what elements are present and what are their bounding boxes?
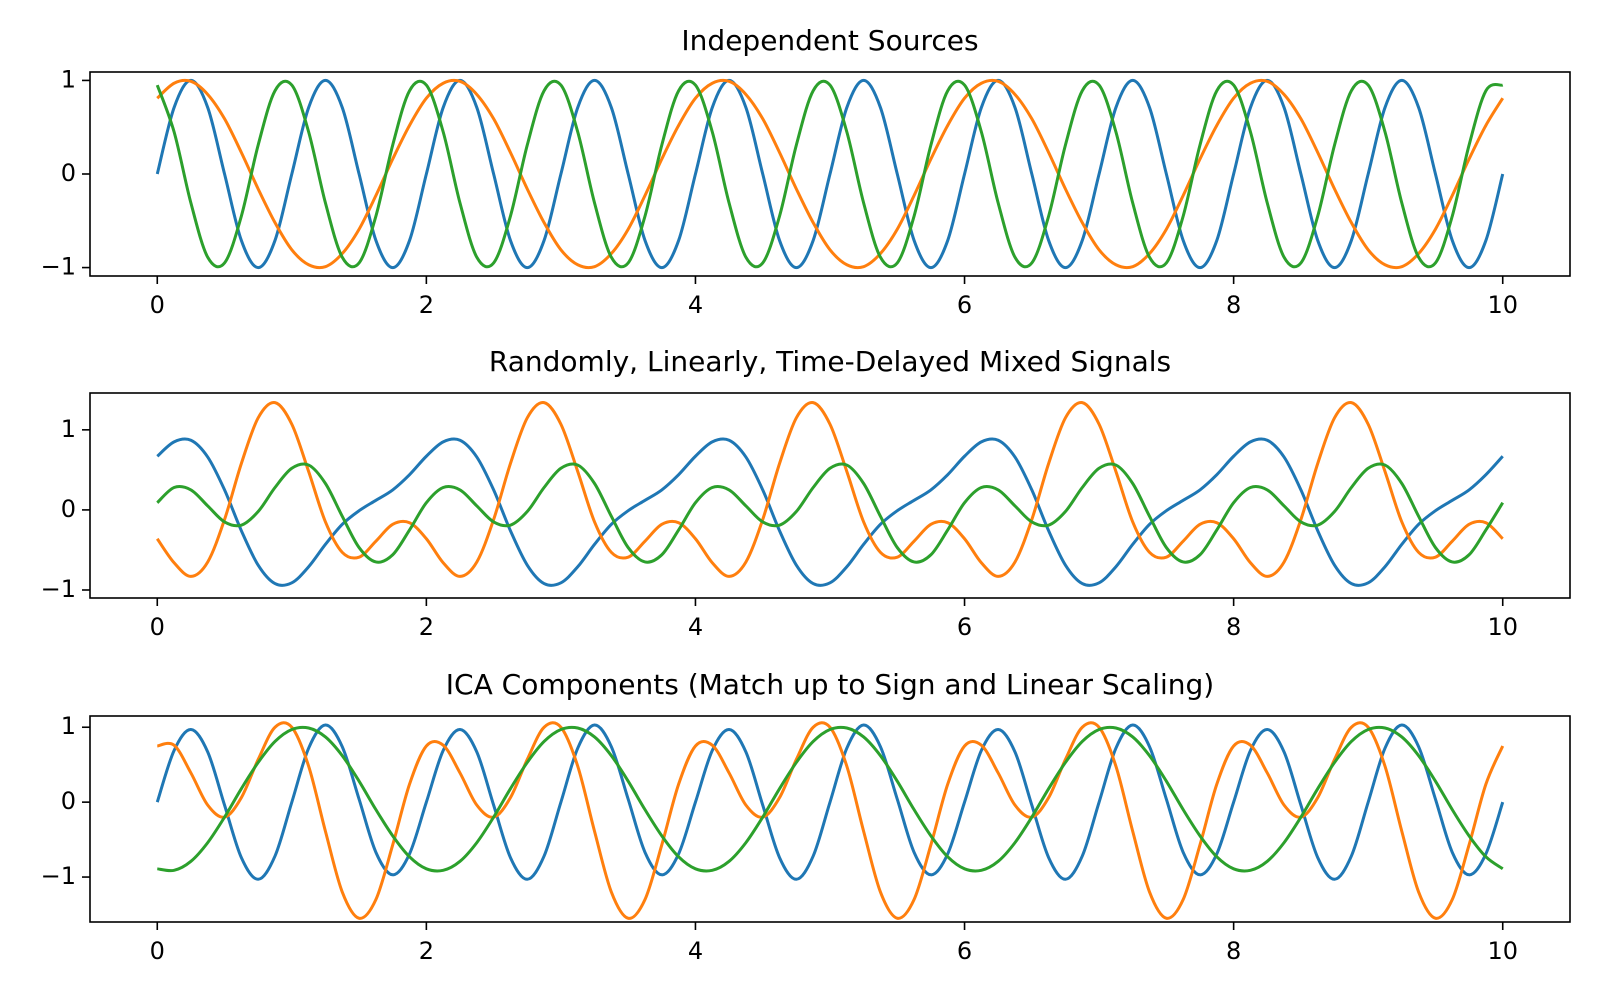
series-line	[155, 723, 1505, 881]
x-tick-label: 0	[150, 291, 165, 319]
series-line	[156, 721, 1505, 920]
x-tick-label: 10	[1487, 291, 1518, 319]
x-tick-label: 2	[419, 291, 434, 319]
series-line	[155, 79, 1504, 269]
x-tick-label: 8	[1226, 613, 1241, 641]
x-tick-label: 4	[688, 937, 703, 965]
x-tick-label: 10	[1487, 937, 1518, 965]
y-tick-label: −1	[41, 253, 76, 281]
subplot-title: Independent Sources	[681, 24, 978, 57]
series-line	[157, 725, 1504, 873]
x-tick-label: 6	[957, 937, 972, 965]
x-tick-label: 10	[1487, 613, 1518, 641]
series-line	[156, 78, 1505, 270]
series-line	[156, 401, 1504, 578]
series-line	[155, 78, 1505, 270]
subplot-title: ICA Components (Match up to Sign and Lin…	[446, 668, 1214, 701]
y-tick-label: 1	[61, 712, 76, 740]
subplot-title: Randomly, Linearly, Time-Delayed Mixed S…	[489, 345, 1171, 378]
x-tick-label: 6	[957, 613, 972, 641]
y-tick-label: 1	[61, 65, 76, 93]
y-tick-label: 0	[61, 495, 76, 523]
y-tick-label: 0	[61, 787, 76, 815]
y-tick-label: 0	[61, 159, 76, 187]
x-tick-label: 2	[419, 613, 434, 641]
series-line	[156, 437, 1504, 587]
x-tick-label: 0	[150, 613, 165, 641]
y-tick-label: −1	[41, 575, 76, 603]
axes-frame	[89, 715, 1571, 923]
x-tick-label: 8	[1226, 291, 1241, 319]
y-tick-label: 1	[61, 415, 76, 443]
x-tick-label: 6	[957, 291, 972, 319]
series-line	[156, 462, 1505, 564]
y-tick-label: −1	[41, 862, 76, 890]
x-tick-label: 4	[688, 613, 703, 641]
x-tick-label: 2	[419, 937, 434, 965]
x-tick-label: 4	[688, 291, 703, 319]
axes-frame	[89, 392, 1571, 599]
x-tick-label: 0	[150, 937, 165, 965]
x-tick-label: 8	[1226, 937, 1241, 965]
